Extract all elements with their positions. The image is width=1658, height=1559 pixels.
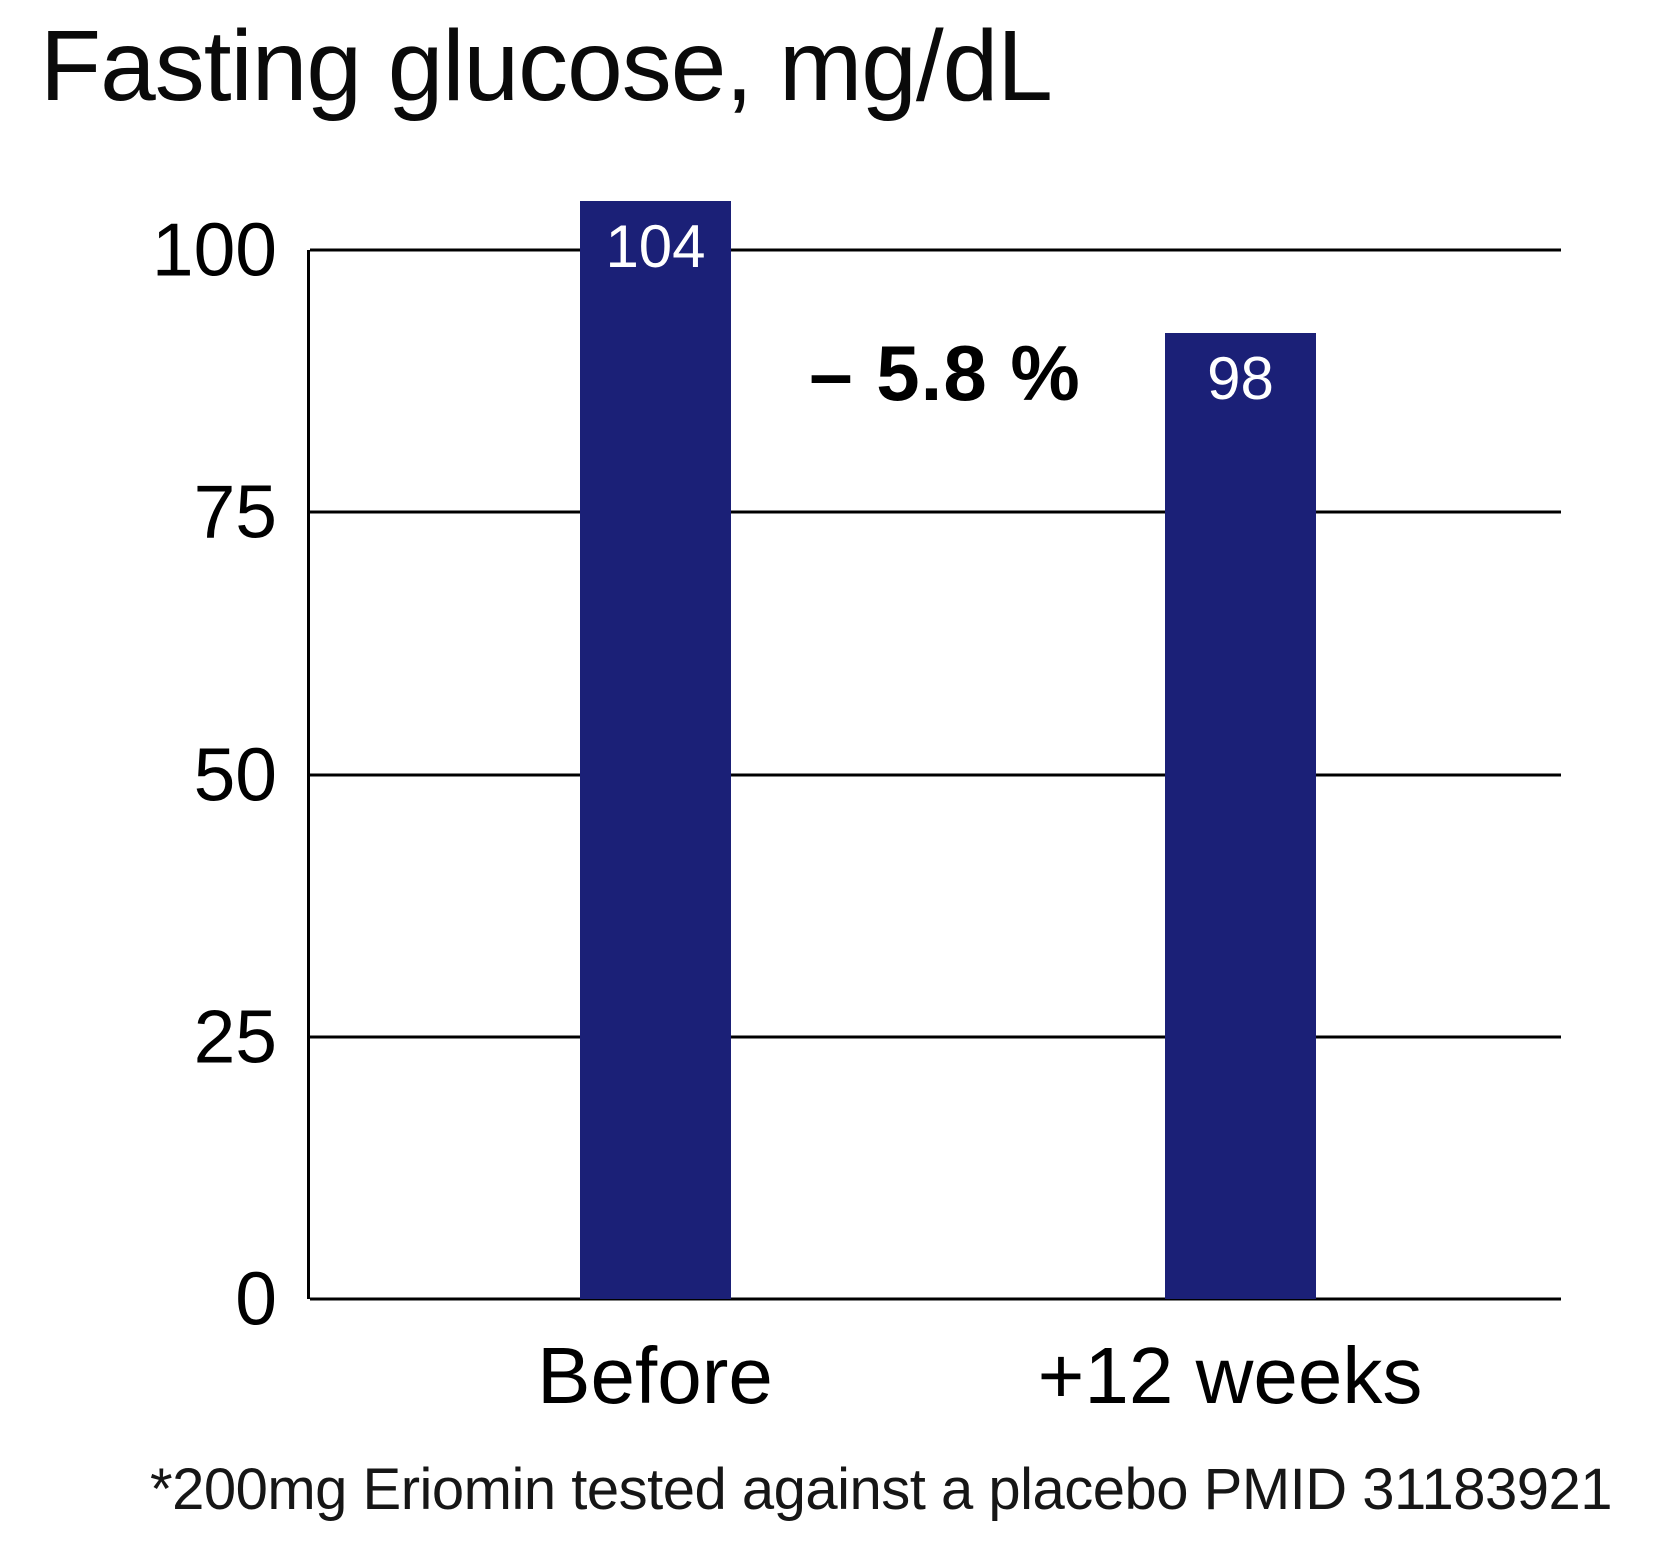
y-axis-tick-0: 0 (235, 1256, 277, 1341)
footnote: *200mg Eriomin tested against a placebo … (150, 1457, 1613, 1522)
gridline-100 (310, 248, 1561, 252)
x-axis-label-before: Before (537, 1331, 773, 1420)
gridline-25 (310, 1035, 1561, 1039)
gridline-75 (310, 510, 1561, 514)
y-axis-tick-100: 100 (151, 207, 277, 292)
chart-title: Fasting glucose, mg/dL (40, 10, 1053, 122)
bar-before: 104 (580, 200, 731, 1299)
plot-area: 104 98 – 5.8 % (307, 200, 1561, 1301)
bar-plus-12-weeks: 98 (1165, 332, 1316, 1299)
percent-change-annotation: – 5.8 % (809, 329, 1081, 417)
y-axis-tick-25: 25 (193, 994, 277, 1079)
y-axis-tick-75: 75 (193, 469, 277, 554)
bar-value-label-plus-12-weeks: 98 (1207, 344, 1274, 412)
x-axis-label-plus-12-weeks: +12 weeks (1037, 1331, 1423, 1420)
gridline-0-baseline (310, 1297, 1561, 1301)
bar-value-label-before: 104 (605, 212, 706, 280)
gridline-50 (310, 773, 1561, 776)
y-axis-tick-50: 50 (193, 732, 277, 817)
